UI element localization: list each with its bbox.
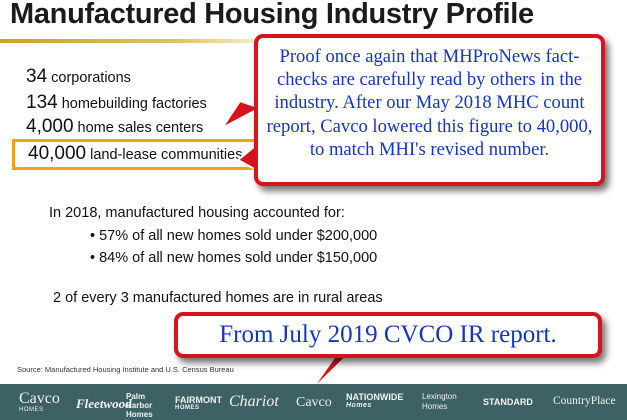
stat-number: 4,000 <box>26 116 74 137</box>
source-callout: From July 2019 CVCO IR report. <box>174 312 602 358</box>
rural-note: 2 of every 3 manufactured homes are in r… <box>53 290 383 306</box>
logo-fleetwood: Fleetwood <box>76 396 132 411</box>
stat-label: corporations <box>51 70 131 86</box>
logo-palm-harbor: Palm Harbor Homes <box>126 392 153 419</box>
stat-land-lease-highlight: 40,000 land-lease communities <box>12 139 272 170</box>
source-note: Source: Manufactured Housing Institute a… <box>17 365 234 374</box>
brand-logo-bar: Cavco HOMES Fleetwood Palm Harbor Homes F… <box>0 384 627 420</box>
logo-nationwide-homes: NATIONWIDE Homes <box>346 392 404 410</box>
stat-factories: 134 homebuilding factories <box>26 92 207 114</box>
stat-corporations: 34 corporations <box>26 66 131 88</box>
stat-label: homebuilding factories <box>61 96 207 112</box>
stat-label: land-lease communities <box>90 147 243 163</box>
stat-label: home sales centers <box>77 120 204 136</box>
logo-standard: STANDARD <box>483 397 533 407</box>
slide-title: Manufactured Housing Industry Profile <box>10 0 534 30</box>
bullet-item: • 84% of all new homes sold under $150,0… <box>90 250 378 266</box>
stat-number: 34 <box>26 66 48 87</box>
accounted-intro: In 2018, manufactured housing accounted … <box>49 205 345 221</box>
stat-sales-centers: 4,000 home sales centers <box>26 116 203 138</box>
stat-number: 134 <box>26 92 58 113</box>
title-underline <box>0 39 290 43</box>
bullet-item: • 57% of all new homes sold under $200,0… <box>90 228 378 244</box>
logo-chariot: Chariot <box>229 393 279 410</box>
logo-cavco-park: Cavco <box>296 395 332 410</box>
stat-number: 40,000 <box>28 143 87 164</box>
logo-cavco-homes: Cavco HOMES <box>19 390 60 414</box>
logo-lexington-homes: Lexington Homes <box>422 392 457 411</box>
proof-callout: Proof once again that MHProNews fact-che… <box>254 34 605 186</box>
logo-countryplace: CountryPlace <box>553 395 616 407</box>
logo-fairmont-homes: FAIRMONT HOMES <box>175 395 222 412</box>
